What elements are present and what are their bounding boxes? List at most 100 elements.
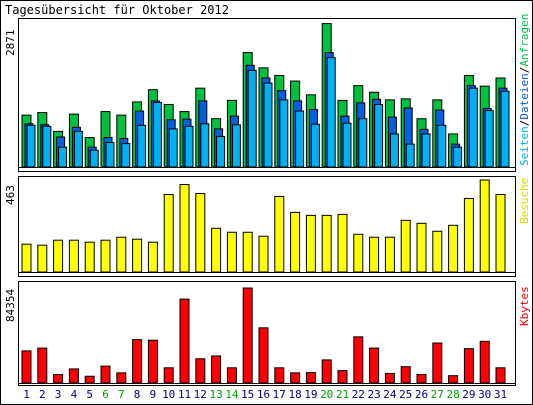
x-label-day-11: 11 [178, 388, 191, 401]
bar-besuche-day-23 [369, 236, 380, 273]
bar-kbytes-day-5 [84, 375, 95, 384]
x-label-day-6: 6 [102, 388, 109, 401]
bar-kbytes-day-28 [448, 375, 459, 384]
bar-kbytes-day-14 [226, 367, 237, 384]
bar-besuche-day-3 [53, 239, 64, 273]
bar-seiten-day-13 [216, 135, 226, 168]
bar-kbytes-day-13 [211, 355, 222, 384]
bar-seiten-day-31 [500, 90, 510, 168]
bar-kbytes-day-22 [353, 336, 364, 384]
bar-seiten-day-2 [42, 125, 52, 168]
bar-seiten-day-15 [247, 69, 257, 168]
legend-seiten: Seiten [518, 126, 531, 166]
bar-besuche-day-19 [305, 214, 316, 273]
bar-seiten-day-28 [453, 146, 463, 168]
bar-kbytes-day-30 [479, 340, 490, 384]
legend-anfragen: Anfragen [518, 14, 531, 67]
bar-kbytes-day-3 [53, 374, 64, 384]
bar-seiten-day-4 [73, 130, 83, 168]
x-label-day-4: 4 [71, 388, 78, 401]
bar-kbytes-day-24 [384, 372, 395, 384]
bar-seiten-day-12 [200, 123, 210, 168]
legend-sep-2: / [518, 67, 531, 74]
bar-seiten-day-29 [468, 87, 478, 168]
chart-title: Tagesübersicht für Oktober 2012 [5, 3, 229, 17]
x-label-day-16: 16 [257, 388, 270, 401]
x-label-day-29: 29 [462, 388, 475, 401]
x-label-day-21: 21 [336, 388, 349, 401]
bar-kbytes-day-4 [68, 368, 79, 384]
bar-besuche-day-15 [242, 231, 253, 273]
bar-besuche-day-24 [384, 236, 395, 273]
x-label-day-5: 5 [86, 388, 93, 401]
x-label-day-27: 27 [431, 388, 444, 401]
x-axis-day-labels: 1 2 3 4 5 6 7 8 9 10 11 12 13 14 15 16 17 18 19 20 21 22 23 24 2… [23, 388, 507, 401]
bar-kbytes-day-15 [242, 287, 253, 384]
bar-seiten-day-3 [58, 146, 68, 168]
bar-besuche-day-9 [147, 241, 158, 273]
bar-seiten-day-22 [358, 118, 368, 168]
x-label-day-12: 12 [194, 388, 207, 401]
bar-besuche-day-13 [211, 227, 222, 273]
panel-visits-bars [19, 179, 515, 273]
bar-besuche-day-1 [21, 243, 32, 273]
bar-seiten-day-18 [295, 110, 305, 168]
bar-besuche-day-26 [416, 222, 427, 273]
x-label-day-7: 7 [118, 388, 125, 401]
panel-visits-max-label: 463 [4, 185, 17, 205]
panel-requests-max-label: 2871 [4, 30, 17, 57]
x-label-day-22: 22 [352, 388, 365, 401]
bar-besuche-day-16 [258, 235, 269, 273]
bar-kbytes-day-23 [369, 347, 380, 384]
bar-seiten-day-7 [121, 143, 131, 168]
bar-kbytes-day-2 [37, 347, 48, 384]
bar-besuche-day-5 [84, 241, 95, 273]
bar-besuche-day-25 [400, 219, 411, 273]
bar-seiten-day-9 [152, 101, 162, 168]
x-label-day-24: 24 [383, 388, 397, 401]
bar-kbytes-day-27 [432, 342, 443, 384]
bar-seiten-day-26 [421, 133, 431, 168]
bar-kbytes-day-21 [337, 370, 348, 384]
bar-seiten-day-25 [405, 143, 415, 168]
bar-kbytes-day-19 [305, 372, 316, 384]
bar-besuche-day-28 [448, 224, 459, 273]
bar-seiten-day-27 [437, 124, 447, 168]
bar-seiten-day-8 [137, 124, 147, 168]
panel-kbytes-bars [19, 287, 515, 384]
bar-kbytes-day-29 [463, 348, 474, 384]
x-label-day-14: 14 [225, 388, 239, 401]
bar-kbytes-day-26 [416, 374, 427, 384]
bar-besuche-day-18 [290, 211, 301, 273]
x-label-day-25: 25 [399, 388, 412, 401]
bar-kbytes-day-9 [147, 339, 158, 384]
x-label-day-28: 28 [446, 388, 459, 401]
bar-besuche-day-21 [337, 213, 348, 273]
panel-kbytes-max-label: 84354 [4, 289, 17, 322]
bar-seiten-day-5 [89, 149, 99, 168]
bar-kbytes-day-12 [195, 358, 206, 384]
x-label-day-9: 9 [150, 388, 157, 401]
bar-besuche-day-27 [432, 230, 443, 273]
bar-seiten-day-19 [310, 123, 320, 168]
x-label-day-15: 15 [241, 388, 254, 401]
bar-kbytes-day-1 [21, 350, 32, 384]
bar-seiten-day-6 [105, 142, 115, 168]
x-label-day-18: 18 [288, 388, 301, 401]
bar-kbytes-day-18 [290, 372, 301, 384]
bar-seiten-day-17 [279, 99, 289, 168]
bar-besuche-day-8 [132, 238, 143, 273]
bar-besuche-day-20 [321, 214, 332, 273]
bar-kbytes-day-8 [132, 339, 143, 384]
bar-seiten-day-1 [26, 124, 36, 168]
bar-seiten-day-21 [342, 122, 352, 168]
bar-kbytes-day-17 [274, 367, 285, 384]
x-label-day-20: 20 [320, 388, 333, 401]
bar-besuche-day-17 [274, 195, 285, 273]
bar-kbytes-day-31 [495, 367, 506, 384]
x-label-day-23: 23 [367, 388, 380, 401]
bar-kbytes-day-20 [321, 359, 332, 384]
bar-seiten-day-23 [374, 103, 384, 168]
